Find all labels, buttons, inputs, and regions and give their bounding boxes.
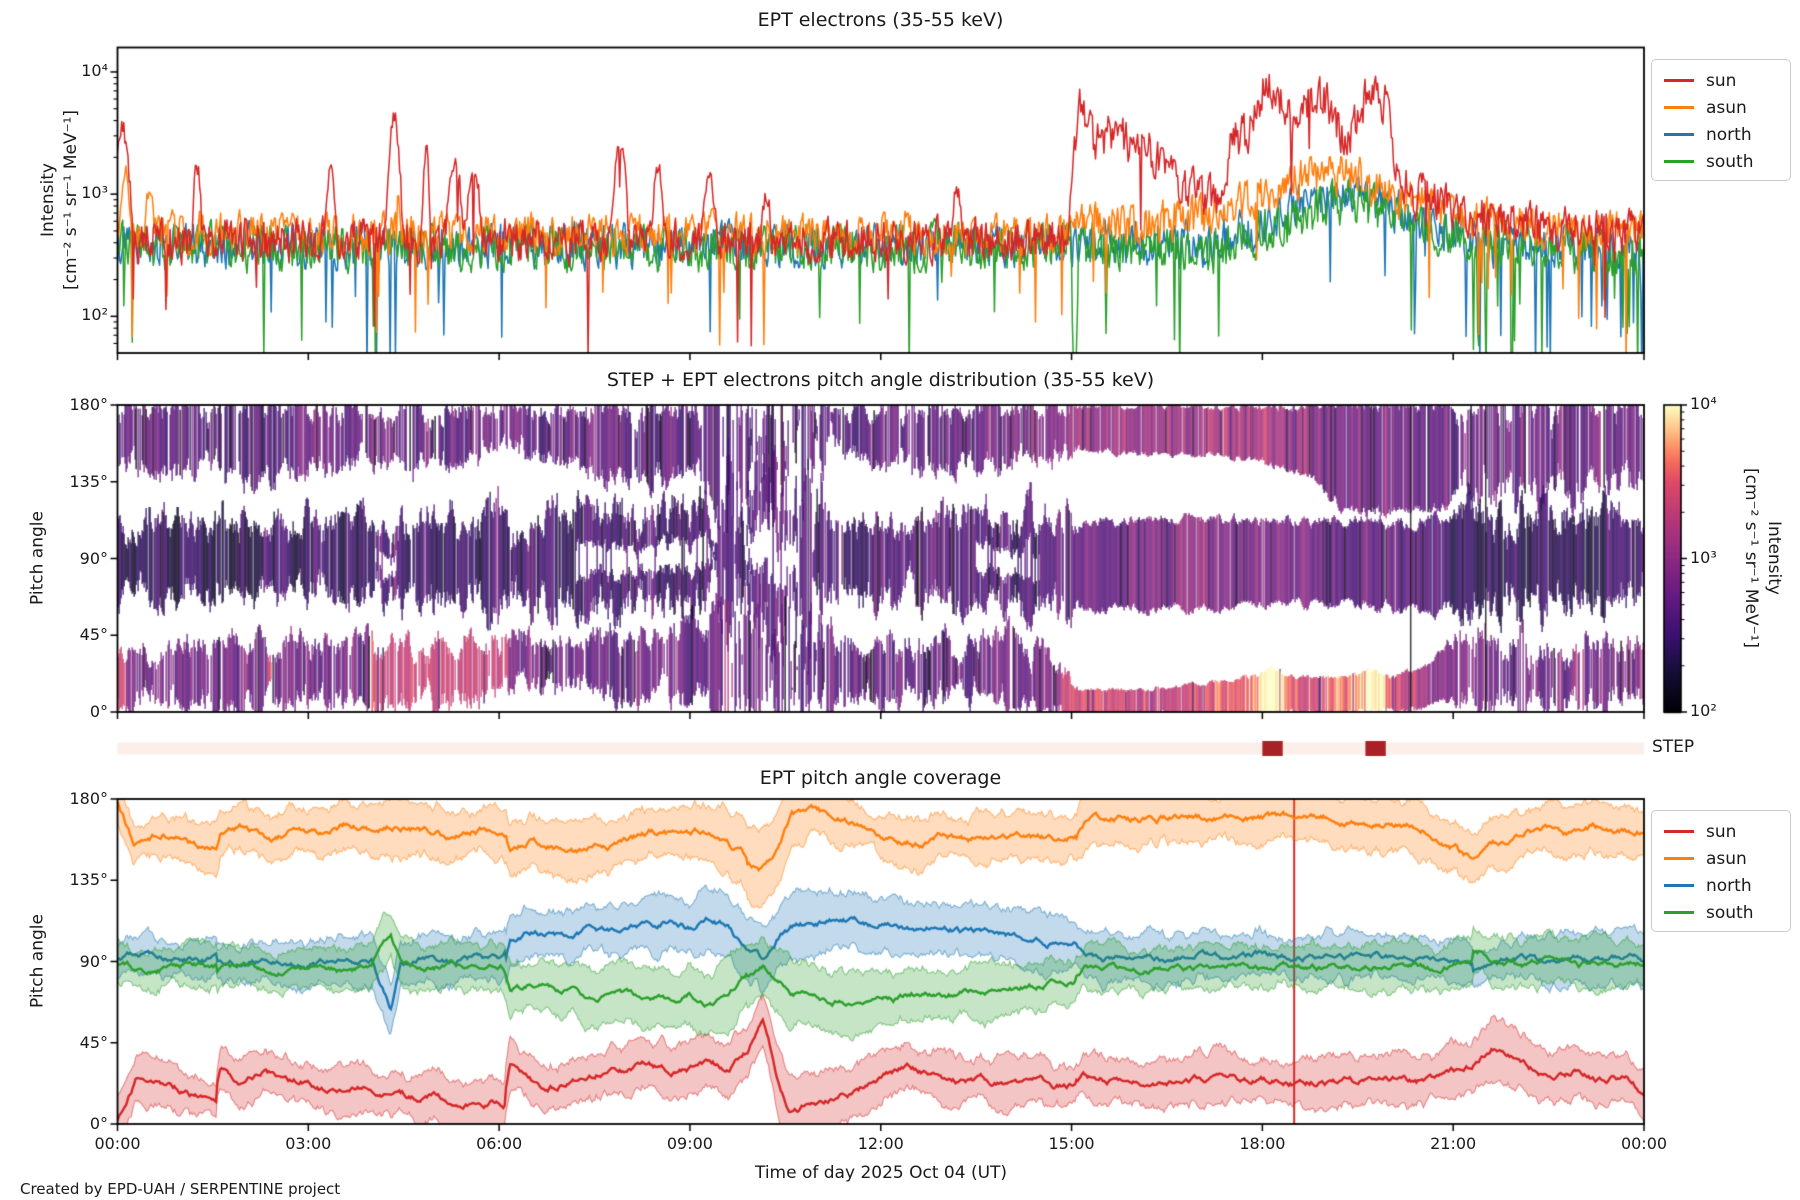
panel3-title: EPT pitch angle coverage bbox=[759, 767, 1002, 789]
x-tick-label: 03:00 bbox=[285, 1134, 332, 1153]
panel1-ytick-label: 10³ bbox=[81, 183, 108, 203]
panel2-ytick-label: 135° bbox=[69, 471, 108, 491]
legend-item-north: north bbox=[1652, 872, 1790, 899]
x-tick-label: 06:00 bbox=[476, 1134, 523, 1153]
legend-item-sun: sun bbox=[1652, 67, 1790, 94]
legend-line-swatch bbox=[1664, 857, 1694, 860]
panel3-ytick-label: 45° bbox=[79, 1032, 108, 1052]
panel3-ytick-label: 135° bbox=[69, 870, 108, 890]
colorbar-tick-label: 10² bbox=[1690, 701, 1717, 720]
x-axis-label: Time of day 2025 Oct 04 (UT) bbox=[754, 1163, 1008, 1183]
panel3-ylabel: Pitch angle bbox=[27, 914, 48, 1008]
x-tick-label: 15:00 bbox=[1048, 1134, 1095, 1153]
credit-text: Created by EPD-UAH / SERPENTINE project bbox=[20, 1180, 341, 1198]
panel3-legend: sun asun north south bbox=[1651, 810, 1791, 932]
panel3-ytick-label: 90° bbox=[79, 951, 108, 971]
colorbar-tick-label: 10³ bbox=[1690, 547, 1717, 567]
x-tick-label: 12:00 bbox=[857, 1134, 904, 1153]
panel3-ytick-label: 0° bbox=[89, 1114, 108, 1133]
legend-item-north: north bbox=[1652, 121, 1790, 148]
legend-line-swatch bbox=[1664, 106, 1694, 109]
panel2-ytick-label: 180° bbox=[69, 395, 108, 414]
legend-line-swatch bbox=[1664, 884, 1694, 887]
legend-item-label: asun bbox=[1706, 848, 1747, 869]
legend-item-south: south bbox=[1652, 148, 1790, 175]
panel2-ytick-label: 0° bbox=[89, 702, 108, 721]
legend-item-label: north bbox=[1706, 875, 1752, 896]
panel1-ytick-label: 10² bbox=[81, 305, 108, 325]
legend-line-swatch bbox=[1664, 911, 1694, 914]
step-bar-label: STEP bbox=[1652, 737, 1695, 757]
x-tick-label: 18:00 bbox=[1239, 1134, 1286, 1153]
panel3-ytick-label: 180° bbox=[69, 789, 108, 808]
x-tick-label: 09:00 bbox=[666, 1134, 713, 1153]
x-tick-label: 21:00 bbox=[1430, 1134, 1477, 1153]
legend-item-label: sun bbox=[1706, 70, 1737, 91]
colorbar-tick-label: 10⁴ bbox=[1690, 394, 1717, 413]
panel1-legend: sun asun north south bbox=[1651, 59, 1791, 181]
legend-item-label: south bbox=[1706, 151, 1754, 172]
legend-item-asun: asun bbox=[1652, 845, 1790, 872]
legend-item-label: south bbox=[1706, 902, 1754, 923]
legend-line-swatch bbox=[1664, 79, 1694, 82]
panel2-ytick-label: 45° bbox=[79, 625, 108, 645]
legend-item-label: sun bbox=[1706, 821, 1737, 842]
x-tick-label: 00:00 bbox=[1620, 1134, 1668, 1153]
legend-line-swatch bbox=[1664, 160, 1694, 163]
legend-item-south: south bbox=[1652, 899, 1790, 926]
legend-line-swatch bbox=[1664, 133, 1694, 136]
x-tick-label: 00:00 bbox=[94, 1134, 141, 1153]
legend-item-label: north bbox=[1706, 124, 1752, 145]
panel2-ytick-label: 90° bbox=[79, 548, 108, 568]
panel2-ylabel: Pitch angle bbox=[27, 511, 48, 605]
colorbar-label: Intensity [cm⁻² s⁻¹ sr⁻¹ MeV⁻¹] bbox=[1741, 468, 1784, 648]
legend-line-swatch bbox=[1664, 830, 1694, 833]
legend-item-asun: asun bbox=[1652, 94, 1790, 121]
legend-item-sun: sun bbox=[1652, 818, 1790, 845]
legend-item-label: asun bbox=[1706, 97, 1747, 118]
panel2-title: STEP + EPT electrons pitch angle distrib… bbox=[606, 369, 1155, 391]
panel1-title: EPT electrons (35-55 keV) bbox=[757, 9, 1004, 31]
panel1-ytick-label: 10⁴ bbox=[81, 60, 108, 80]
